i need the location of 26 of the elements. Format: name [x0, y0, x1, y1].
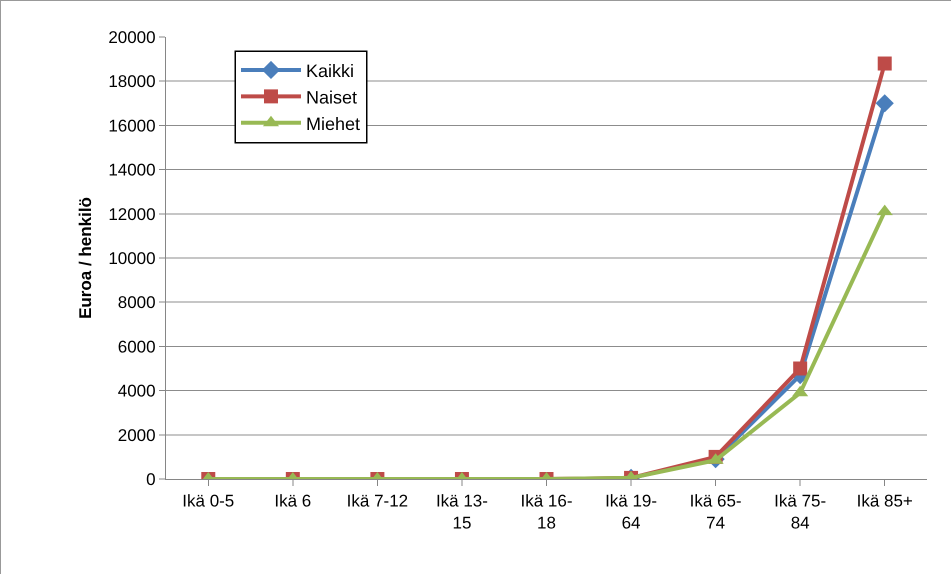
y-tick-label: 8000 — [118, 293, 156, 312]
x-tick-label: Ikä 13-15 — [436, 491, 488, 532]
y-tick-label: 0 — [146, 470, 156, 489]
x-tick-label: Ikä 19-64 — [605, 491, 658, 532]
legend-label: Miehet — [306, 114, 360, 134]
point — [878, 56, 892, 71]
y-tick-label: 12000 — [108, 204, 156, 224]
x-tick-label: Ikä 7-12 — [346, 491, 408, 510]
legend-label: Naiset — [306, 87, 358, 108]
y-tick-label: 10000 — [108, 248, 156, 268]
y-tick-label: 4000 — [118, 382, 156, 401]
y-tick-label: 20000 — [108, 28, 156, 47]
x-tick-label: Ikä 16-18 — [520, 491, 572, 532]
y-tick-label: 14000 — [108, 160, 156, 180]
y-tick-label: 2000 — [118, 426, 156, 445]
x-tick-label: Ikä 65-74 — [690, 491, 742, 532]
y-axis-title: Euroa / henkilö — [76, 197, 95, 319]
legend-label: Kaikki — [306, 60, 354, 81]
point — [876, 94, 894, 112]
x-tick-label: Ikä 0-5 — [182, 491, 234, 510]
y-tick-label: 18000 — [108, 72, 156, 92]
x-tick-label: Ikä 75-84 — [774, 491, 826, 532]
y-tick-label: 16000 — [108, 116, 156, 136]
x-tick-label: Ikä 85+ — [856, 491, 913, 510]
x-tick-label: Ikä 6 — [274, 491, 312, 510]
y-tick-label: 6000 — [118, 337, 156, 356]
